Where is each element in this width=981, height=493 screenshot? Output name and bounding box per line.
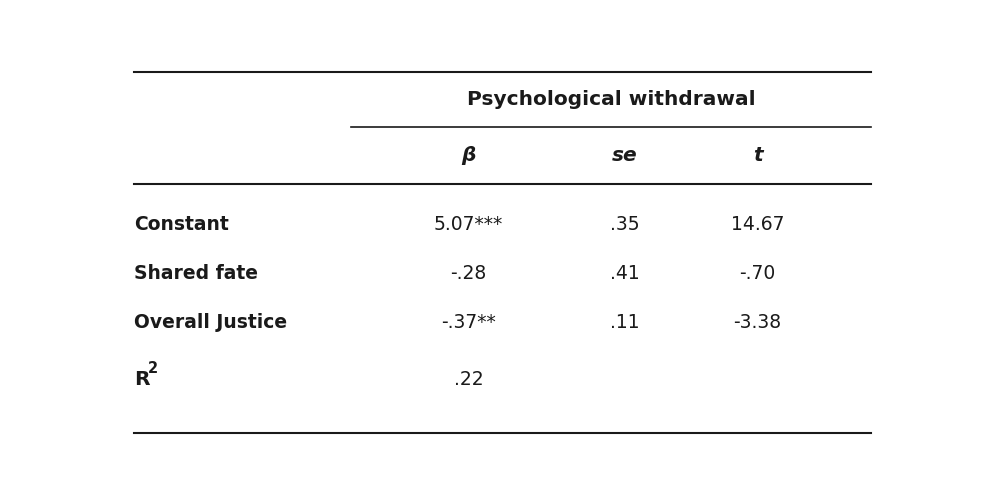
Text: -3.38: -3.38 <box>734 314 782 332</box>
Text: 14.67: 14.67 <box>731 215 784 234</box>
Text: β: β <box>461 146 476 166</box>
Text: Psychological withdrawal: Psychological withdrawal <box>467 90 755 108</box>
Text: -.70: -.70 <box>740 264 776 283</box>
Text: .41: .41 <box>609 264 640 283</box>
Text: Overall Justice: Overall Justice <box>134 314 287 332</box>
Text: 5.07***: 5.07*** <box>434 215 503 234</box>
Text: R: R <box>134 370 149 389</box>
Text: Constant: Constant <box>134 215 229 234</box>
Text: .22: .22 <box>454 370 484 389</box>
Text: .35: .35 <box>609 215 640 234</box>
Text: -.28: -.28 <box>450 264 487 283</box>
Text: 2: 2 <box>148 361 158 376</box>
Text: Shared fate: Shared fate <box>134 264 258 283</box>
Text: t: t <box>752 146 762 166</box>
Text: se: se <box>611 146 638 166</box>
Text: .11: .11 <box>609 314 640 332</box>
Text: -.37**: -.37** <box>441 314 496 332</box>
